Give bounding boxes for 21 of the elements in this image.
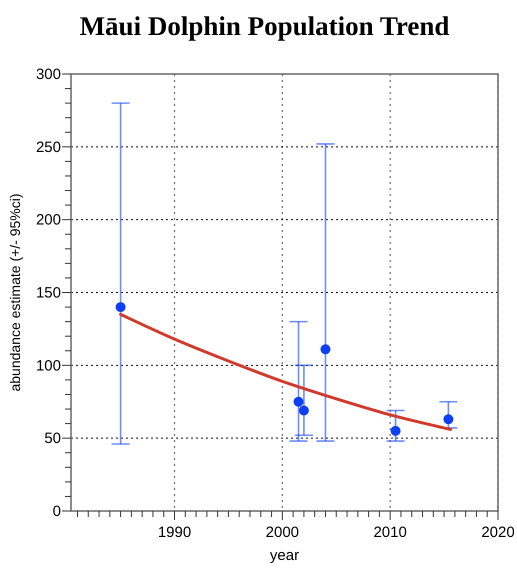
point [294,396,304,407]
chart-title: Māui Dolphin Population Trend [80,11,450,41]
y-tick-label: 300 [36,66,61,83]
x-tick-label: 2010 [373,524,407,541]
point [320,344,330,354]
y-tick-label: 0 [52,503,61,520]
point [298,405,309,416]
point [390,426,401,436]
point [116,302,126,312]
point [443,414,454,424]
x-tick-label: 2000 [266,524,300,541]
y-tick-label: 150 [36,284,61,302]
y-axis-title: abundance estimate (+/- 95%ci) [7,193,23,392]
x-axis-title: year [270,547,300,564]
x-tick-label: 1990 [158,524,192,541]
y-tick-label: 250 [36,138,61,156]
y-tick-label: 50 [44,430,61,448]
y-tick-label: 200 [36,212,61,229]
line-series [119,312,452,431]
y-tick-label: 100 [36,357,61,374]
x-tick-label: 2020 [481,524,515,541]
